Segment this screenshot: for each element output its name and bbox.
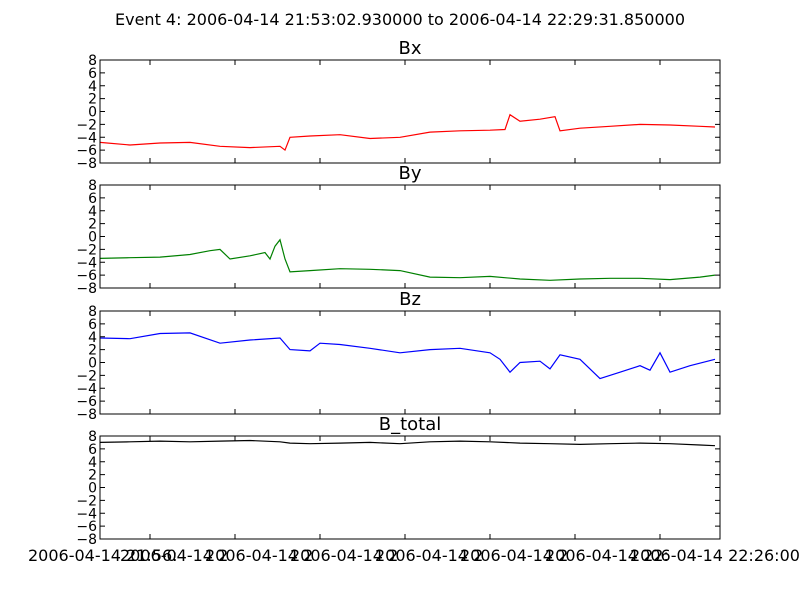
y-tick-label: −6 bbox=[76, 394, 97, 410]
y-tick-label: −8 bbox=[76, 156, 97, 172]
y-tick-label: 4 bbox=[88, 455, 97, 471]
y-tick-label: 0 bbox=[88, 356, 97, 372]
y-tick-label: −2 bbox=[76, 493, 97, 509]
plot-frame bbox=[99, 59, 721, 164]
subplot-title: Bz bbox=[399, 289, 421, 310]
plot-frame bbox=[99, 310, 721, 415]
y-tick-label: −2 bbox=[76, 368, 97, 384]
x-tick-label: 2006-04-14 21:56: bbox=[28, 546, 178, 565]
series-line bbox=[99, 439, 716, 447]
y-tick-label: 6 bbox=[88, 66, 97, 82]
y-tick-label: 2 bbox=[88, 343, 97, 359]
x-tick-label: 2006-04-14 2 bbox=[120, 546, 228, 565]
x-tick-label: 2006-04-14 22: bbox=[545, 546, 669, 565]
y-tick-label: −4 bbox=[76, 130, 97, 146]
y-tick-label: −6 bbox=[76, 143, 97, 159]
series-line bbox=[99, 332, 716, 380]
y-tick-label: 6 bbox=[88, 442, 97, 458]
y-tick-label: −8 bbox=[76, 407, 97, 423]
y-tick-label: −2 bbox=[76, 117, 97, 133]
y-tick-label: 4 bbox=[88, 79, 97, 95]
series-line bbox=[99, 238, 716, 281]
y-tick-label: 0 bbox=[88, 481, 97, 497]
x-tick-label: 2006-04-14 2 bbox=[205, 546, 313, 565]
y-tick-label: 4 bbox=[88, 330, 97, 346]
y-tick-label: 8 bbox=[88, 178, 97, 194]
x-tick-label: 2006-04-14 2 bbox=[460, 546, 568, 565]
y-tick-label: 8 bbox=[88, 53, 97, 69]
y-tick-label: −6 bbox=[76, 268, 97, 284]
y-tick-label: 6 bbox=[88, 317, 97, 333]
y-tick-label: 8 bbox=[88, 429, 97, 445]
x-tick-label: 2006-04-14 22:26:00.000000 bbox=[630, 546, 800, 565]
y-tick-label: 4 bbox=[88, 204, 97, 220]
y-tick-label: 2 bbox=[88, 92, 97, 108]
y-tick-label: 2 bbox=[88, 468, 97, 484]
y-tick-label: 0 bbox=[88, 230, 97, 246]
plot-frame bbox=[99, 184, 721, 289]
figure-suptitle: Event 4: 2006-04-14 21:53:02.930000 to 2… bbox=[115, 10, 685, 29]
y-tick-label: −6 bbox=[76, 519, 97, 535]
x-tick-label: 2006-04-14 2 bbox=[290, 546, 398, 565]
x-tick-label: 2006-04-14 2 bbox=[375, 546, 483, 565]
series-line bbox=[99, 113, 716, 152]
y-tick-label: −2 bbox=[76, 242, 97, 258]
subplot-title: Bx bbox=[398, 38, 421, 59]
y-tick-label: −4 bbox=[76, 255, 97, 271]
y-tick-label: −8 bbox=[76, 281, 97, 297]
y-tick-label: 0 bbox=[88, 105, 97, 121]
y-tick-label: −8 bbox=[76, 532, 97, 548]
plot-frame bbox=[99, 435, 721, 540]
y-tick-label: −4 bbox=[76, 506, 97, 522]
y-tick-label: 8 bbox=[88, 304, 97, 320]
y-tick-label: 2 bbox=[88, 217, 97, 233]
subplot-title: By bbox=[398, 163, 421, 184]
y-tick-label: 6 bbox=[88, 191, 97, 207]
subplot-title: B_total bbox=[379, 414, 442, 435]
y-tick-label: −4 bbox=[76, 381, 97, 397]
